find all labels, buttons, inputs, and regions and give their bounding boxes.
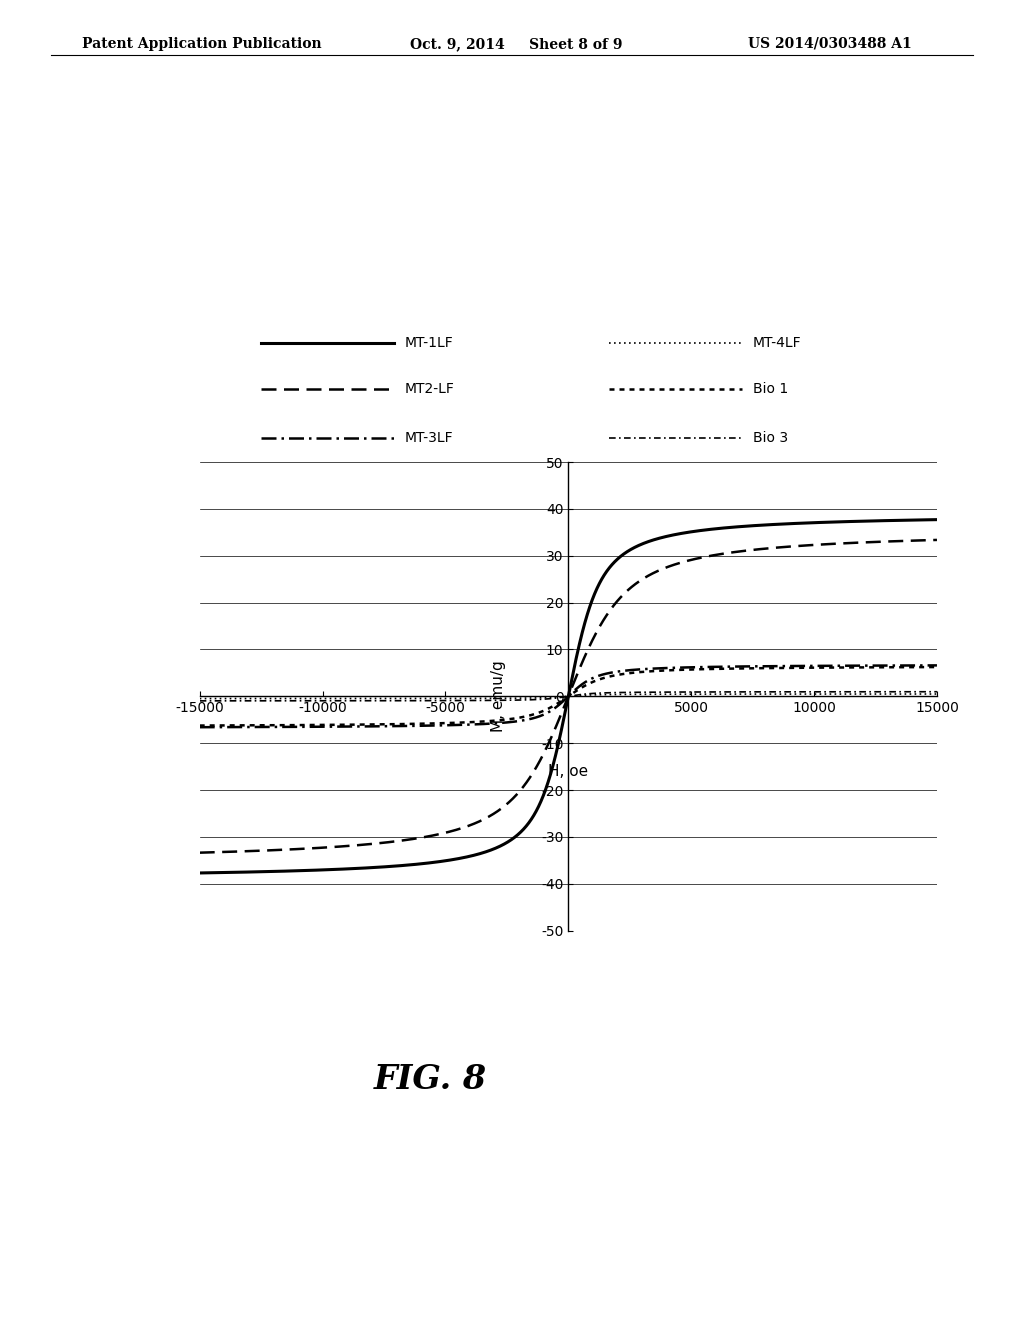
Text: MT-3LF: MT-3LF [404, 432, 453, 445]
Text: Bio 3: Bio 3 [753, 432, 787, 445]
Text: MT-1LF: MT-1LF [404, 337, 454, 350]
Text: Oct. 9, 2014     Sheet 8 of 9: Oct. 9, 2014 Sheet 8 of 9 [410, 37, 623, 51]
Text: MT-4LF: MT-4LF [753, 337, 801, 350]
Y-axis label: M, emu/g: M, emu/g [492, 660, 506, 733]
Text: US 2014/0303488 A1: US 2014/0303488 A1 [748, 37, 911, 51]
Text: FIG. 8: FIG. 8 [374, 1063, 486, 1096]
X-axis label: H, oe: H, oe [548, 764, 589, 779]
Text: Bio 1: Bio 1 [753, 383, 787, 396]
Text: MT2-LF: MT2-LF [404, 383, 455, 396]
Text: Patent Application Publication: Patent Application Publication [82, 37, 322, 51]
